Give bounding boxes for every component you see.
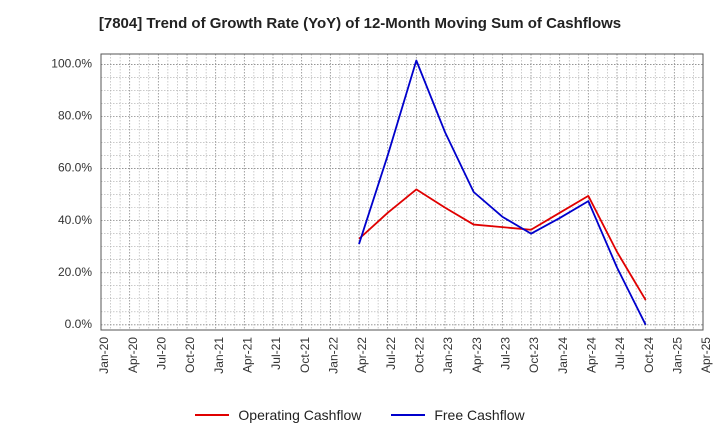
y-tick-label: 80.0%	[58, 109, 92, 123]
x-tick-label: Oct-23	[527, 337, 541, 373]
x-tick-label: Oct-20	[183, 337, 197, 373]
x-tick-label: Oct-21	[298, 337, 312, 373]
y-tick-label: 20.0%	[58, 265, 92, 279]
x-tick-label: Oct-22	[413, 337, 427, 373]
y-tick-label: 60.0%	[58, 161, 92, 175]
x-tick-label: Apr-22	[355, 337, 369, 373]
x-tick-label: Jan-23	[441, 337, 455, 374]
legend-item-operating-cashflow: Operating Cashflow	[195, 407, 361, 423]
x-tick-label: Jan-20	[97, 337, 111, 374]
x-tick-label: Jan-21	[212, 337, 226, 374]
x-tick-label: Jan-22	[327, 337, 341, 374]
chart-title: [7804] Trend of Growth Rate (YoY) of 12-…	[98, 15, 622, 32]
x-tick-label: Jul-24	[613, 337, 627, 370]
x-tick-label: Jul-23	[499, 337, 513, 370]
legend-swatch-operating-cashflow	[195, 414, 230, 416]
x-tick-label: Jan-24	[556, 337, 570, 374]
x-tick-label: Oct-24	[642, 337, 656, 373]
legend-label-operating-cashflow: Operating Cashflow	[238, 407, 362, 423]
x-axis-tick-labels: Jan-20 Apr-20 Jul-20 Oct-20 Jan-21 Apr-21 Jul-…	[97, 337, 713, 374]
legend-item-free-cashflow: Free Cashflow	[391, 407, 525, 423]
x-tick-label: Apr-25	[699, 337, 713, 373]
y-tick-label: 100.0%	[51, 57, 92, 71]
y-tick-label: 40.0%	[58, 213, 92, 227]
x-tick-label: Apr-23	[470, 337, 484, 373]
y-tick-label: 0.0%	[65, 317, 93, 331]
y-axis-tick-labels: 0.0% 20.0% 40.0% 60.0% 80.0% 100.0%	[51, 57, 92, 331]
legend: Operating Cashflow Free Cashflow	[0, 406, 720, 424]
x-tick-label: Apr-21	[241, 337, 255, 373]
legend-swatch-free-cashflow	[391, 414, 426, 416]
x-tick-label: Apr-24	[585, 337, 599, 373]
x-tick-label: Jan-25	[671, 337, 685, 374]
plot-border	[100, 53, 704, 331]
series-lines	[358, 59, 647, 326]
series-line-free-cashflow	[358, 59, 647, 326]
plot-background	[101, 54, 703, 330]
x-tick-label: Jul-22	[384, 337, 398, 370]
series-line-operating-cashflow	[358, 188, 647, 301]
x-tick-label: Jul-21	[269, 337, 283, 370]
legend-label-free-cashflow: Free Cashflow	[434, 407, 525, 423]
x-tick-label: Apr-20	[126, 337, 140, 373]
grid-lines	[100, 54, 704, 330]
x-tick-label: Jul-20	[155, 337, 169, 370]
